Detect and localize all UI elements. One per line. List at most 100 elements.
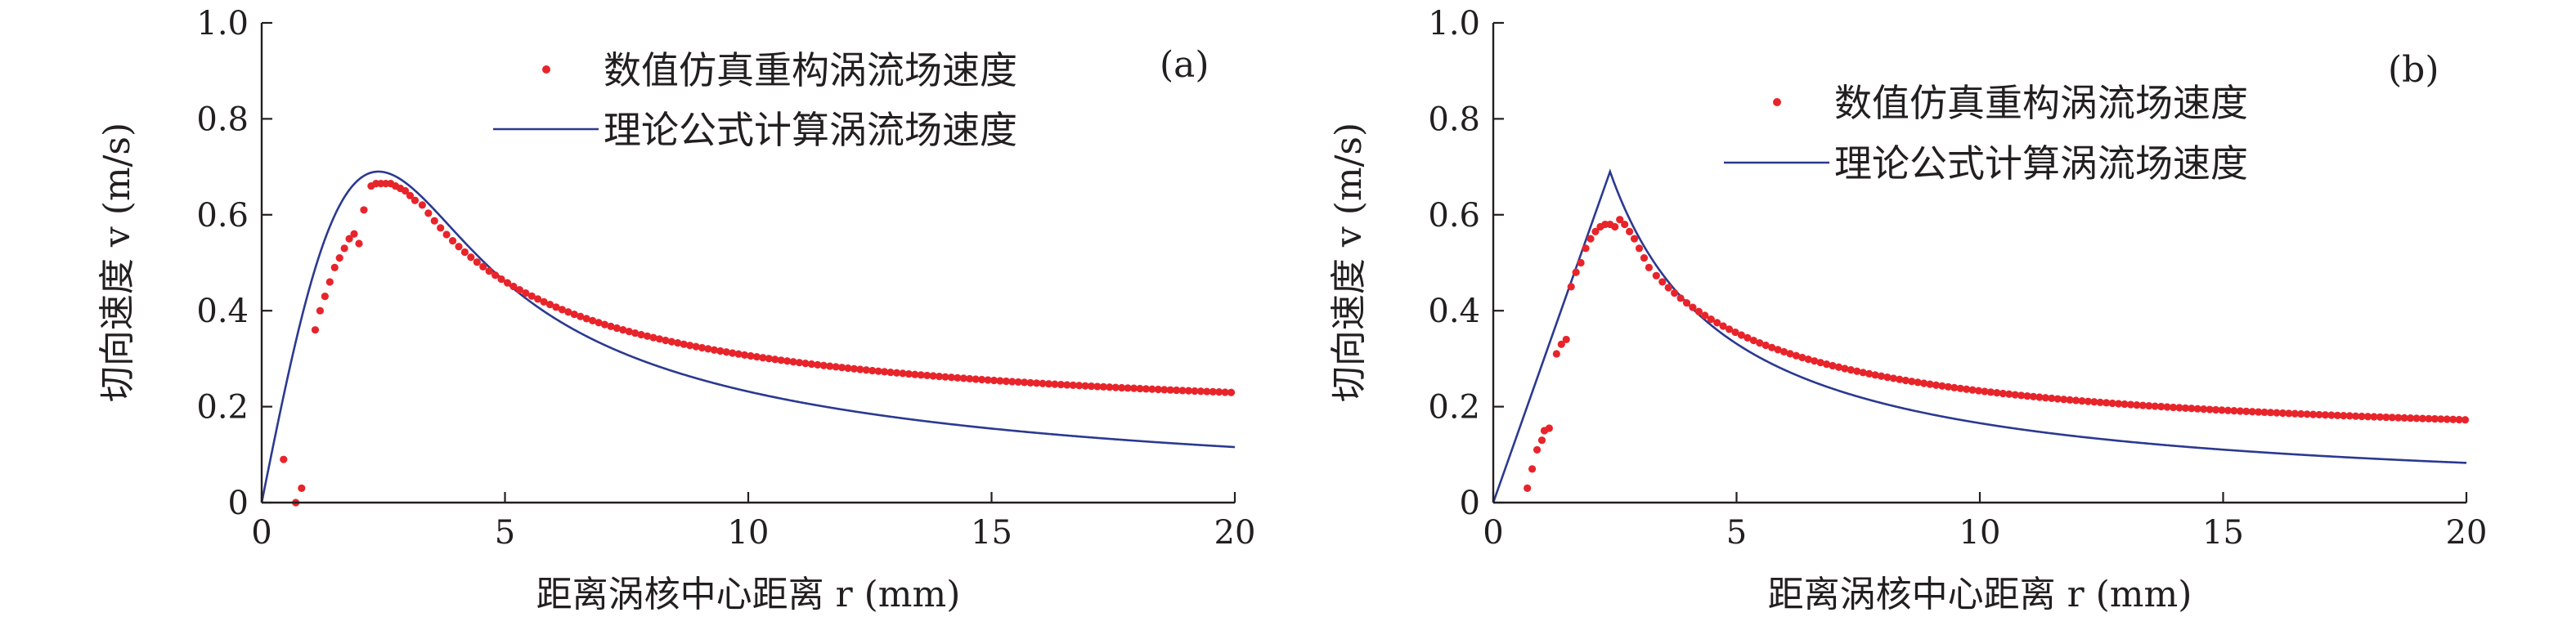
simulation-point-a: [607, 322, 615, 330]
simulation-point-a: [1124, 384, 1132, 392]
y-tick-label-b: 0.2: [1428, 389, 1480, 427]
simulation-point-a: [692, 342, 700, 351]
simulation-point-a: [527, 292, 536, 300]
simulation-point-b: [1645, 263, 1653, 271]
simulation-point-a: [923, 371, 931, 380]
simulation-point-a: [643, 332, 652, 340]
simulation-point-a: [704, 345, 712, 353]
simulation-point-a: [795, 359, 804, 367]
simulation-point-b: [1829, 361, 1837, 370]
simulation-point-b: [1926, 380, 1934, 388]
simulation-point-b: [2340, 412, 2348, 420]
simulation-point-a: [1148, 385, 1156, 393]
simulation-point-a: [1039, 379, 1047, 387]
simulation-point-b: [2017, 391, 2026, 400]
simulation-point-b: [1611, 222, 1619, 231]
simulation-point-a: [1160, 386, 1169, 394]
x-axis-title-b: 距离涡核中心距离 r (mm): [1768, 574, 2192, 615]
simulation-point-b: [1671, 289, 1679, 297]
simulation-point-b: [1877, 372, 1886, 380]
legend-marker-simulation-b: [1773, 98, 1781, 106]
simulation-point-a: [467, 253, 475, 262]
simulation-point-a: [448, 237, 457, 245]
simulation-point-a: [819, 361, 828, 369]
simulation-point-a: [856, 365, 864, 373]
simulation-point-a: [460, 248, 469, 257]
simulation-point-a: [619, 325, 627, 334]
simulation-point-b: [1713, 319, 1721, 327]
simulation-point-b: [2273, 409, 2281, 417]
simulation-point-a: [545, 301, 554, 309]
simulation-point-b: [1630, 235, 1639, 243]
simulation-point-a: [625, 328, 633, 336]
simulation-point-b: [1963, 385, 1971, 393]
simulation-point-b: [2224, 406, 2233, 414]
simulation-point-a: [752, 353, 761, 361]
x-tick-label-b: 5: [1726, 514, 1747, 552]
simulation-point-b: [1968, 386, 1977, 394]
x-tick-label-a: 10: [728, 514, 770, 552]
simulation-point-b: [2345, 412, 2354, 420]
simulation-point-b: [2425, 414, 2433, 423]
simulation-point-a: [540, 297, 548, 306]
simulation-point-a: [401, 186, 410, 195]
simulation-point-a: [929, 372, 937, 380]
simulation-point-b: [1853, 367, 1861, 375]
simulation-point-b: [2255, 408, 2263, 416]
simulation-point-a: [1173, 386, 1181, 395]
simulation-point-a: [911, 370, 919, 378]
simulation-point-a: [947, 373, 956, 382]
simulation-point-b: [1865, 369, 1874, 378]
simulation-point-b: [2376, 413, 2384, 421]
simulation-point-b: [2206, 405, 2214, 414]
simulation-point-a: [1044, 380, 1053, 388]
y-tick-label-a: 0.4: [196, 293, 249, 330]
simulation-point-b: [1908, 378, 1916, 386]
simulation-point-a: [1178, 387, 1187, 395]
theory-line-b: [1492, 168, 2467, 503]
simulation-point-b: [2029, 392, 2038, 400]
simulation-point-b: [2333, 411, 2341, 419]
simulation-point-a: [698, 343, 707, 352]
simulation-point-b: [2406, 414, 2415, 423]
simulation-point-b: [1591, 227, 1600, 235]
simulation-point-b: [1577, 258, 1585, 267]
x-tick-label-b: 15: [2202, 514, 2244, 552]
simulation-point-b: [2412, 414, 2421, 423]
simulation-point-a: [722, 348, 730, 356]
simulation-point-a: [1136, 384, 1144, 393]
simulation-point-a: [1069, 381, 1077, 389]
simulation-point-b: [1658, 278, 1667, 286]
simulation-point-b: [2303, 410, 2311, 418]
simulation-point-b: [1847, 366, 1855, 374]
simulation-point-a: [589, 316, 597, 324]
simulation-point-b: [1811, 357, 1819, 365]
simulation-point-a: [1008, 378, 1016, 386]
simulation-point-b: [2260, 408, 2269, 417]
simulation-point-b: [2437, 415, 2445, 423]
simulation-point-a: [837, 364, 846, 372]
simulation-point-a: [990, 376, 999, 385]
simulation-point-a: [740, 351, 749, 359]
simulation-point-b: [1993, 389, 2001, 397]
simulation-point-b: [2394, 414, 2403, 422]
simulation-point-b: [1756, 338, 1764, 347]
y-tick-label-b: 0.8: [1428, 101, 1480, 138]
simulation-point-a: [1142, 385, 1151, 393]
simulation-point-b: [1616, 216, 1624, 224]
simulation-point-b: [1572, 268, 1580, 276]
simulation-point-b: [1914, 378, 1922, 387]
y-tick-label-a: 0.8: [196, 101, 249, 138]
simulation-point-b: [1552, 350, 1560, 358]
simulation-point-b: [2138, 401, 2147, 409]
simulation-point-b: [2309, 410, 2318, 418]
y-tick-label-a: 1.0: [196, 5, 249, 42]
simulation-point-b: [1567, 283, 1575, 291]
simulation-point-a: [874, 367, 882, 375]
y-axis-title-b: 切向速度 v (m/s): [1328, 123, 1370, 402]
simulation-point-b: [2023, 391, 2031, 400]
panel-label-a: (a): [1160, 44, 1209, 86]
simulation-point-b: [1557, 340, 1565, 348]
simulation-point-a: [345, 235, 353, 243]
simulation-point-a: [515, 285, 523, 294]
